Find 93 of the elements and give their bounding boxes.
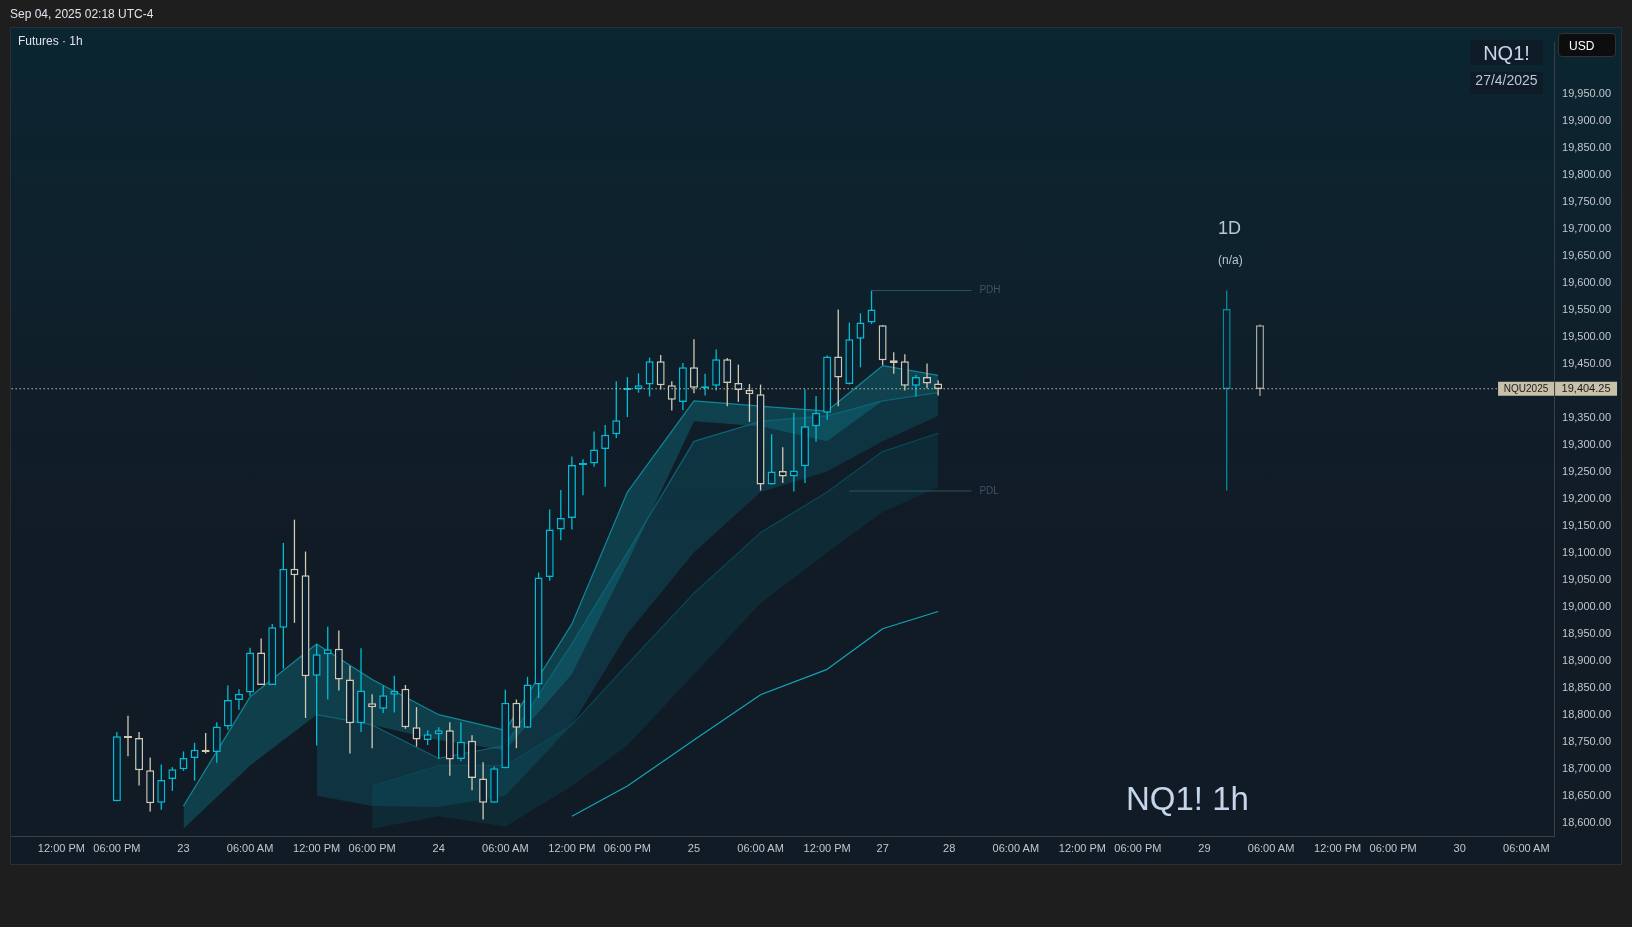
x-tick-label: 06:00 PM (1114, 842, 1162, 855)
x-tick-label: 23 (177, 842, 190, 855)
candlestick (234, 688, 243, 711)
candlestick (512, 698, 521, 749)
candlestick (767, 433, 776, 486)
y-tick-label: 19,200.00 (1562, 492, 1611, 505)
x-tick-label: 06:00 AM (1247, 842, 1295, 855)
candlestick (612, 380, 621, 439)
candlestick (390, 675, 399, 714)
y-tick-label: 19,650.00 (1562, 249, 1611, 262)
annotation: NQ1! 1h (1126, 780, 1249, 818)
x-tick-label: 06:00 AM (1503, 842, 1550, 855)
annotation: 27/4/2025 (1470, 72, 1543, 94)
y-tick-label: 19,600.00 (1562, 276, 1611, 289)
candlestick (412, 706, 421, 748)
candlestick (434, 726, 443, 760)
candlestick (645, 356, 654, 398)
candlestick (312, 643, 321, 747)
candlestick (712, 348, 721, 392)
candlestick (290, 519, 299, 624)
y-tick-label: 18,950.00 (1562, 627, 1611, 640)
x-tick-label: 28 (943, 842, 956, 855)
y-tick-label: 19,850.00 (1562, 140, 1611, 153)
x-tick-label: 12:00 PM (803, 842, 851, 855)
y-tick-label: 19,450.00 (1562, 357, 1611, 370)
y-tick-label: 18,600.00 (1562, 816, 1611, 829)
y-tick-label: 19,900.00 (1562, 113, 1611, 126)
x-tick-label: 06:00 PM (1369, 842, 1417, 855)
y-tick-label: 18,850.00 (1562, 681, 1611, 694)
y-tick-label: 19,500.00 (1562, 330, 1611, 343)
x-tick-label: 24 (432, 842, 445, 855)
y-tick-label: 19,700.00 (1562, 222, 1611, 235)
candlestick (556, 489, 565, 541)
y-tick-label: 19,000.00 (1562, 600, 1611, 613)
x-tick-label: 12:00 PM (1314, 842, 1362, 855)
candlestick (368, 693, 377, 749)
x-tick-label: 30 (1453, 842, 1466, 855)
annotation: NQ1! (1470, 40, 1543, 65)
y-tick-label: 19,150.00 (1562, 519, 1611, 532)
x-tick-label: 12:00 PM (293, 842, 341, 855)
candlestick (590, 430, 599, 468)
y-tick-label: 19,350.00 (1562, 411, 1611, 424)
x-tick-label: 25 (687, 842, 701, 855)
x-tick-label: 06:00 PM (348, 842, 396, 855)
x-tick-label: 06:00 AM (992, 842, 1040, 855)
x-tick-label: 12:00 PM (1058, 842, 1106, 855)
x-tick-label: 06:00 AM (482, 842, 529, 855)
annotation: 1D (1218, 218, 1242, 239)
candlestick (789, 412, 798, 493)
x-tick-label: 27 (876, 842, 889, 855)
candlestick (456, 721, 465, 762)
x-tick-label: 06:00 AM (737, 842, 784, 855)
chart-title: Futures · 1h (18, 34, 83, 48)
candlestick (323, 625, 332, 701)
text: 19,404.25 (1561, 381, 1611, 394)
candlestick (601, 424, 610, 488)
y-tick-label: 18,750.00 (1562, 735, 1611, 748)
candlestick (579, 458, 587, 496)
x-tick-label: 06:00 PM (603, 842, 651, 855)
x-tick-label: 29 (1198, 842, 1211, 855)
candlestick (123, 715, 132, 757)
x-tick-label: 12:00 PM (37, 842, 85, 855)
y-tick-label: 19,750.00 (1562, 195, 1611, 208)
annotation: (n/a) (1218, 253, 1243, 267)
candlestick (867, 289, 876, 325)
text: Sep 04, 2025 02:18 UTC-4 (10, 7, 154, 21)
x-tick-label: 06:00 AM (226, 842, 274, 855)
ref-line-label: NQU2025 (1503, 382, 1549, 394)
y-tick-label: 18,650.00 (1562, 789, 1611, 802)
y-tick-label: 18,700.00 (1562, 762, 1611, 775)
y-tick-label: 19,800.00 (1562, 168, 1611, 180)
candlestick (379, 684, 388, 714)
y-tick-label: 19,550.00 (1562, 303, 1611, 316)
y-tick-label: 19,300.00 (1562, 438, 1611, 451)
candlestick (479, 761, 488, 821)
ref-line-label: PDL (979, 484, 1000, 496)
y-tick-label: 18,900.00 (1562, 654, 1611, 667)
candlestick (812, 395, 821, 443)
candlestick (856, 312, 865, 368)
y-tick-label: 18,800.00 (1562, 708, 1611, 721)
candlestick (179, 750, 188, 772)
candlestick (157, 763, 166, 811)
candlestick (223, 684, 232, 731)
candlestick (190, 742, 199, 782)
text: USD (1558, 33, 1616, 57)
candlestick (212, 721, 221, 764)
y-tick-label: 19,100.00 (1562, 546, 1611, 559)
y-tick-label: 19,250.00 (1562, 465, 1611, 478)
x-tick-label: 06:00 PM (93, 842, 141, 855)
y-tick-label: 19,950.00 (1562, 86, 1611, 99)
y-tick-label: 19,050.00 (1562, 573, 1611, 586)
ref-line-label: PDH (979, 284, 1001, 296)
x-tick-label: 12:00 PM (548, 842, 596, 855)
